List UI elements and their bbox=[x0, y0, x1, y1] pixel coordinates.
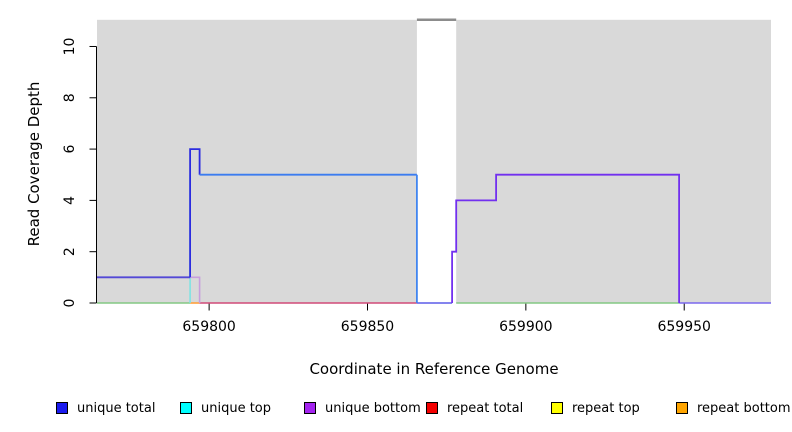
y-tick-label: 8 bbox=[62, 93, 78, 102]
legend-label: repeat total bbox=[447, 400, 524, 416]
legend-swatch-icon bbox=[56, 402, 68, 414]
unique-bottom-right bbox=[451, 173, 680, 303]
unique-bottom-lilac bbox=[190, 276, 201, 303]
y-tick-label: 2 bbox=[62, 247, 78, 256]
y-tick-label: 10 bbox=[62, 38, 78, 56]
legend-swatch-icon bbox=[551, 402, 563, 414]
legend-item-repeat-top: repeat top bbox=[551, 398, 640, 418]
legend-item-unique-top: unique top bbox=[180, 398, 271, 418]
legend: unique total unique top unique bottom repea… bbox=[0, 398, 792, 422]
unique-total-spike6 bbox=[189, 148, 201, 278]
legend-swatch-icon bbox=[304, 402, 316, 414]
x-tick-label: 659900 bbox=[499, 319, 552, 335]
unique-region-left bbox=[97, 19, 417, 304]
x-tick-label: 659800 bbox=[182, 319, 235, 335]
y-tick-label: 6 bbox=[62, 145, 78, 154]
legend-swatch-icon bbox=[676, 402, 688, 414]
x-axis-title: Coordinate in Reference Genome bbox=[309, 360, 559, 378]
legend-label: unique top bbox=[201, 400, 272, 416]
coverage-plot-canvas: 0 2 4 6 8 10 659800 659850 659900 659950 bbox=[62, 18, 771, 335]
y-axis-title: Read Coverage Depth bbox=[25, 81, 43, 247]
legend-label: unique total bbox=[77, 400, 156, 416]
y-tick-label: 0 bbox=[62, 299, 78, 308]
legend-item-unique-bottom: unique bottom bbox=[304, 398, 421, 418]
unique-region-right bbox=[456, 19, 771, 304]
x-tick-label: 659950 bbox=[657, 319, 710, 335]
y-tick-label: 4 bbox=[62, 196, 78, 205]
legend-item-repeat-bottom: repeat bottom bbox=[676, 398, 791, 418]
legend-swatch-icon bbox=[426, 402, 438, 414]
legend-label: repeat top bbox=[572, 400, 640, 416]
legend-label: unique bottom bbox=[325, 400, 421, 416]
x-tick-label: 659850 bbox=[341, 319, 394, 335]
legend-swatch-icon bbox=[180, 402, 192, 414]
legend-item-repeat-total: repeat total bbox=[426, 398, 523, 418]
legend-item-unique-total: unique total bbox=[56, 398, 155, 418]
legend-label: repeat bottom bbox=[697, 400, 791, 416]
